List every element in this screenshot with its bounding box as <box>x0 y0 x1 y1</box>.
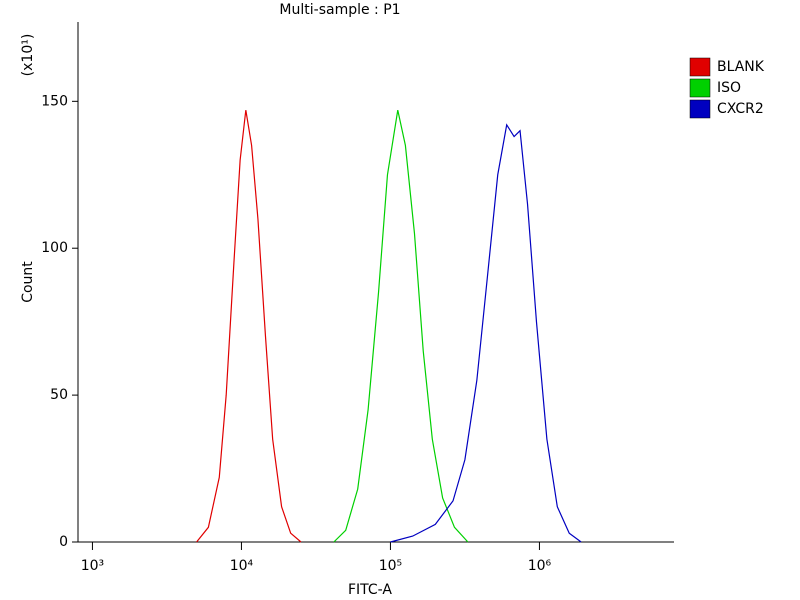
legend-swatch <box>689 78 711 98</box>
chart-title: Multi-sample : P1 <box>279 2 400 18</box>
x-tick-label: 10⁴ <box>230 558 254 574</box>
y-tick-label: 0 <box>59 534 68 550</box>
histogram-line <box>196 110 302 543</box>
x-tick-label: 10⁶ <box>528 558 552 574</box>
y-tick-label: 50 <box>50 387 68 403</box>
y-tick-label: 100 <box>41 240 68 256</box>
y-axis-label: Count <box>20 261 36 303</box>
x-tick-label: 10⁵ <box>379 558 402 574</box>
legend-label: CXCR2 <box>717 101 764 117</box>
legend-label: BLANK <box>717 59 765 75</box>
x-tick-label: 10³ <box>81 558 104 574</box>
legend-label: ISO <box>717 80 741 96</box>
histogram-line <box>333 110 469 543</box>
histogram-line <box>390 123 582 543</box>
y-multiplier: (x10¹) <box>20 34 36 77</box>
x-axis-label: FITC-A <box>348 582 392 598</box>
legend-swatch <box>689 57 711 77</box>
y-tick-label: 150 <box>41 93 68 109</box>
legend-swatch <box>689 99 711 119</box>
